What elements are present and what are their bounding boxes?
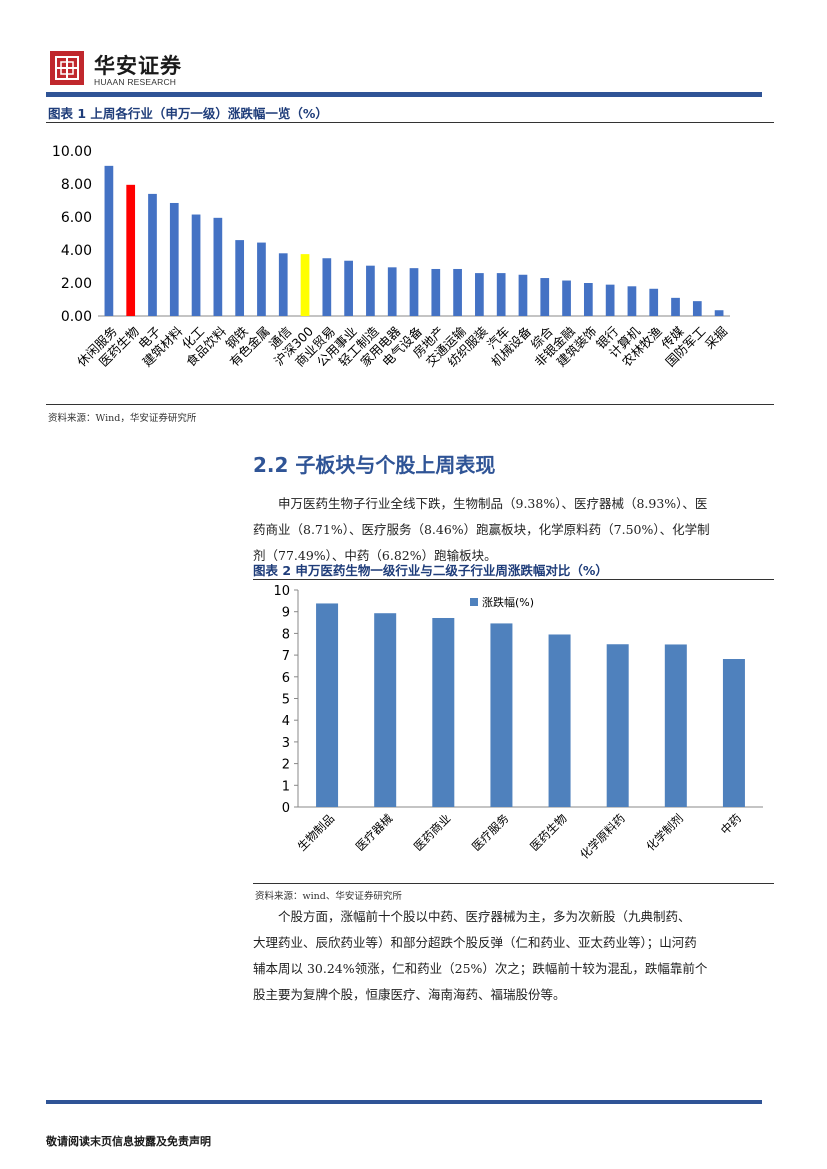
y-tick-label: 2 [282, 758, 290, 773]
figure1-source: 资料来源：Wind，华安证券研究所 [48, 413, 197, 424]
paragraph-line: 辅本周以 30.24%领涨，仁和药业（25%）次之；跌幅前十较为混乱，跌幅靠前个 [253, 961, 708, 976]
paragraph-subsectors: 申万医药生物子行业全线下跌，生物制品（9.38%）、医疗器械（8.93%）、医 … [253, 491, 763, 569]
bar [671, 297, 680, 316]
bar [540, 278, 550, 316]
x-tick-label: 医疗服务 [469, 811, 512, 854]
figure1-title: 图表 1 上周各行业（申万一级）涨跌幅一览（%） [48, 106, 328, 121]
paragraph-line: 大理药业、辰欣药业等）和部分超跌个股反弹（仁和药业、亚太药业等）；山河药 [253, 935, 697, 950]
bar [496, 273, 506, 316]
x-tick-label: 生物制品 [295, 811, 337, 853]
y-tick-label: 3 [282, 736, 290, 751]
bar [300, 254, 310, 316]
bar [627, 286, 637, 316]
paragraph-line: 剂（77.49%）、中药（6.82%）跑输板块。 [253, 548, 497, 563]
bar [213, 217, 223, 316]
figure2-title: 图表 2 申万医药生物一级行业与二级子行业周涨跌幅对比（%） [253, 563, 608, 578]
x-tick-label: 医药商业 [411, 811, 453, 853]
y-tick-label: 10.00 [52, 144, 92, 160]
figure1-bar-chart: 0.002.004.006.008.0010.00休闲服务医药生物电子建筑材料化… [52, 144, 730, 369]
x-tick-label: 采掘 [702, 324, 730, 352]
bar [344, 260, 353, 316]
bar [431, 268, 441, 316]
bar [322, 258, 332, 316]
bar [562, 280, 571, 316]
header-rule [46, 92, 762, 97]
y-tick-label: 7 [282, 649, 290, 664]
y-tick-label: 0.00 [61, 309, 92, 325]
bar [692, 301, 702, 316]
legend-swatch [470, 598, 478, 606]
x-tick-label: 化学原料药 [577, 811, 628, 862]
bar [387, 267, 397, 316]
y-tick-label: 2.00 [61, 276, 92, 292]
figure2-source: 资料来源：wind、华安证券研究所 [255, 891, 402, 902]
x-tick-label: 医药生物 [527, 811, 569, 853]
y-tick-label: 8.00 [61, 177, 92, 193]
bar [605, 284, 615, 316]
y-tick-label: 6.00 [61, 210, 92, 226]
company-logo [50, 51, 84, 85]
y-tick-label: 10 [273, 584, 290, 599]
section-title: 2.2 子板块与个股上周表现 [253, 453, 496, 477]
bar [235, 240, 245, 316]
paragraph-line: 药商业（8.71%）、医疗服务（8.46%）跑赢板块，化学原料药（7.50%）、… [253, 522, 710, 537]
bar [606, 644, 629, 807]
bar [409, 268, 419, 316]
figure1-bottom-rule [46, 404, 774, 405]
y-tick-label: 8 [282, 627, 290, 642]
bar [374, 613, 397, 807]
bar [316, 603, 339, 807]
footer-rule [46, 1100, 762, 1104]
bar [548, 634, 571, 807]
y-tick-label: 5 [282, 693, 290, 708]
y-tick-label: 9 [282, 606, 290, 621]
y-tick-label: 0 [282, 801, 290, 816]
legend-label: 涨跌幅(%) [482, 595, 534, 609]
bar [722, 659, 745, 807]
x-tick-label: 化学制剂 [644, 811, 686, 853]
bar [714, 310, 724, 316]
y-tick-label: 6 [282, 671, 290, 686]
paragraph-stocks: 个股方面，涨幅前十个股以中药、医疗器械为主，多为次新股（九典制药、 大理药业、辰… [253, 904, 768, 1008]
paragraph-line: 股主要为复牌个股，恒康医疗、海南海药、福瑞股份等。 [253, 987, 566, 1002]
bar [257, 242, 266, 316]
paragraph-line: 申万医药生物子行业全线下跌，生物制品（9.38%）、医疗器械（8.93%）、医 [278, 496, 708, 511]
figure2-bar-chart: 0 1 2 3 4 5 6 7 8 9 10 生物制品 医疗器械 医药商业 医疗服务 医药生物 化学原料药 化学制… [273, 584, 763, 862]
bar [490, 623, 513, 807]
bar [191, 214, 201, 316]
bar [104, 165, 114, 316]
bar [126, 184, 136, 316]
bar [148, 193, 157, 316]
x-tick-label: 中药 [718, 811, 744, 837]
brand-name-cn: 华安证券 [94, 53, 182, 78]
figure2-bottom-rule [253, 883, 774, 884]
bar [278, 253, 288, 316]
brand-name-en: HUAAN RESEARCH [94, 77, 177, 87]
bar [583, 283, 593, 316]
paragraph-line: 个股方面，涨幅前十个股以中药、医疗器械为主，多为次新股（九典制药、 [278, 909, 691, 924]
bar [366, 265, 375, 316]
bar [664, 644, 687, 807]
bar [453, 268, 462, 316]
y-tick-label: 1 [282, 779, 290, 794]
y-tick-label: 4.00 [61, 243, 92, 259]
figure1-top-rule [46, 122, 774, 123]
bar [169, 202, 179, 316]
bar [649, 288, 659, 316]
figure2-top-rule [253, 579, 774, 580]
y-tick-label: 4 [282, 714, 290, 729]
bar [518, 274, 528, 316]
bar [475, 273, 484, 316]
x-tick-label: 医疗器械 [353, 811, 396, 854]
bar [432, 617, 455, 807]
footer-disclaimer: 敬请阅读末页信息披露及免责声明 [46, 1135, 211, 1148]
